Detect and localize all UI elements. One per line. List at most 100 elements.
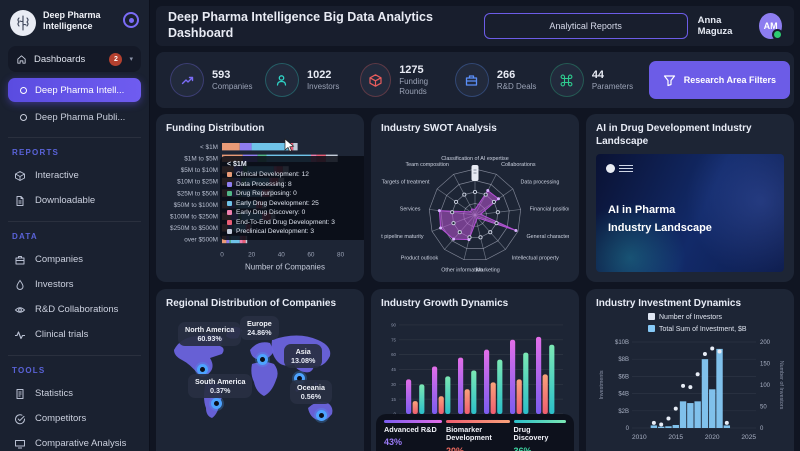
svg-text:15: 15 — [391, 397, 396, 402]
pulse-icon — [15, 330, 25, 339]
mouse-cursor-icon — [284, 138, 295, 152]
landscape-logo-icon — [606, 163, 633, 174]
region-label-asia: Asia 13.08% — [284, 344, 323, 368]
region-label-north-america: North America 60.93% — [178, 322, 242, 346]
sidebar-item-label: Downloadable — [35, 195, 96, 206]
map-pin-icon[interactable] — [257, 354, 268, 365]
sidebar-item-interactive[interactable]: Interactive — [8, 163, 141, 188]
sidebar-item-label: Statistics — [35, 388, 74, 399]
trend-up-icon — [170, 63, 204, 97]
svg-text:Number of Companies: Number of Companies — [245, 262, 325, 271]
sidebar: Deep Pharma Intelligence Dashboards 2 ▾ … — [0, 0, 150, 451]
svg-text:80: 80 — [337, 251, 345, 258]
user-chip[interactable]: Anna Maguza AM — [697, 13, 783, 40]
card-industry-growth: Industry Growth Dynamics 015304560759020… — [371, 289, 579, 451]
user-name: Anna Maguza — [697, 15, 733, 37]
briefcase-icon — [454, 63, 489, 97]
sidebar-item-label: Competitors — [35, 413, 87, 424]
sidebar-item-statistics[interactable]: Statistics — [8, 381, 141, 406]
sidebar-item-comparative-analysis[interactable]: Comparative Analysis — [8, 431, 141, 451]
card-funding-distribution: Funding Distribution < $1M $1M to $5M $5M … — [156, 114, 364, 282]
filters-button-label: Research Area Filters — [683, 75, 776, 85]
stat-label: R&D Deals — [496, 81, 537, 91]
gear-dot-icon — [20, 86, 27, 94]
document-icon — [16, 195, 24, 206]
svg-text:0: 0 — [626, 426, 630, 432]
svg-text:$25M to $50M: $25M to $50M — [177, 190, 218, 197]
home-icon — [17, 54, 26, 64]
research-area-filters-button[interactable]: Research Area Filters — [648, 61, 790, 99]
stat-rd-deals: 266 R&D Deals — [454, 63, 544, 97]
investment-dynamics-chart[interactable]: Number of Investors Total Sum of Investme… — [596, 310, 784, 451]
region-label-south-america: South America 0.37% — [188, 374, 253, 398]
legend-item[interactable]: Advanced R&D 43% — [384, 419, 442, 451]
svg-text:Targets of treatment: Targets of treatment — [382, 179, 430, 185]
avatar[interactable]: AM — [759, 13, 783, 40]
map-pin-icon[interactable] — [197, 364, 208, 375]
stat-value: 593 — [212, 68, 231, 81]
cards-grid: Funding Distribution < $1M $1M to $5M $5M … — [156, 114, 794, 451]
card-title: AI in Drug Development Industry Landscap… — [596, 123, 752, 147]
section-title-tools: TOOLS — [12, 366, 46, 375]
divider — [8, 137, 141, 138]
header-bar: Deep Pharma Intelligence Big Data Analyt… — [156, 6, 794, 46]
sidebar-item-clinical-trials[interactable]: Clinical trials — [8, 322, 141, 347]
map-pin-icon[interactable] — [211, 398, 222, 409]
legend-item[interactable]: Drug Discovery 36% — [513, 419, 566, 451]
sidebar-item-deep-pharma-public[interactable]: Deep Pharma Publi... — [8, 105, 141, 129]
svg-text:100: 100 — [760, 383, 771, 389]
card-title: Industry Investment Dynamics — [596, 298, 742, 309]
svg-text:75: 75 — [391, 337, 396, 342]
svg-text:Number of Investors: Number of Investors — [659, 314, 723, 321]
person-icon — [264, 63, 299, 97]
dashboards-count-badge: 2 — [109, 52, 123, 66]
card-regional-distribution: Regional Distribution of Companies North… — [156, 289, 364, 451]
command-icon — [549, 63, 584, 97]
stat-value: 1275 — [399, 63, 424, 76]
sidebar-item-companies[interactable]: Companies — [8, 247, 141, 272]
legend-item[interactable]: Biomarker Development 20% — [446, 419, 510, 451]
ai-landscape-image[interactable]: AI in Pharma Industry Landscape — [596, 154, 784, 272]
svg-text:50: 50 — [760, 405, 767, 411]
cube-icon — [359, 63, 392, 97]
sidebar-item-deep-pharma-intelligence[interactable]: Deep Pharma Intell... — [8, 78, 141, 102]
svg-text:$4B: $4B — [618, 392, 629, 398]
divider — [8, 221, 141, 222]
sidebar-item-rd-collaborations[interactable]: R&D Collaborations — [8, 297, 141, 322]
report-icon — [16, 388, 24, 399]
map-pin-icon[interactable] — [316, 410, 327, 421]
svg-text:Classification of AI expertise: Classification of AI expertise — [441, 156, 508, 162]
svg-text:30: 30 — [391, 382, 396, 387]
sidebar-item-competitors[interactable]: Competitors — [8, 406, 141, 431]
divider — [8, 355, 141, 356]
collapse-sidebar-icon[interactable] — [123, 12, 139, 28]
stat-label: Companies — [212, 81, 253, 91]
world-map[interactable]: North America 60.93% Europe 24.86% Asia 13.08… — [166, 314, 354, 444]
droplet-icon — [16, 279, 24, 290]
swot-radar-chart[interactable]: Classification of AI expertiseCollaborat… — [381, 135, 569, 280]
sidebar-item-downloadable[interactable]: Downloadable — [8, 188, 141, 213]
svg-text:$10B: $10B — [615, 340, 629, 346]
landscape-image-title: AI in Pharma Industry Landscape — [608, 204, 712, 234]
stat-value: 266 — [496, 68, 516, 81]
svg-text:$10M to $25M: $10M to $25M — [177, 179, 218, 186]
analytical-reports-button[interactable]: Analytical Reports — [483, 13, 688, 39]
svg-text:General characteris: General characteris — [526, 234, 569, 240]
brand-name: Deep Pharma Intelligence — [43, 10, 101, 32]
svg-text:Collaborations: Collaborations — [501, 162, 536, 168]
card-title: Funding Distribution — [166, 123, 265, 134]
cube-icon — [15, 170, 25, 181]
svg-text:150: 150 — [760, 362, 771, 368]
funding-distribution-chart[interactable]: < $1M $1M to $5M $5M to $10M $10M to $25M $2… — [166, 135, 354, 278]
svg-text:Intellectual property: Intellectual property — [512, 255, 559, 261]
svg-text:2010: 2010 — [632, 434, 647, 441]
card-investment-dynamics: Industry Investment Dynamics Number of I… — [586, 289, 794, 451]
svg-text:Financial position: Financial position — [530, 206, 569, 212]
section-title-data: DATA — [12, 232, 38, 241]
svg-text:Team composition: Team composition — [405, 162, 448, 168]
svg-text:40: 40 — [278, 251, 286, 258]
svg-text:Other information: Other information — [441, 267, 483, 273]
sidebar-item-investors[interactable]: Investors — [8, 272, 141, 297]
sidebar-item-dashboards[interactable]: Dashboards 2 ▾ — [8, 46, 141, 72]
